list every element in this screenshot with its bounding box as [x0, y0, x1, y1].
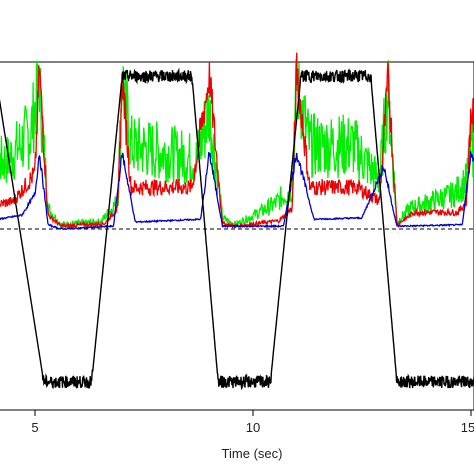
x-axis: 5 10 15: [31, 410, 474, 435]
position-trace-layer: [0, 67, 474, 391]
series-line-1: [0, 59, 474, 229]
series-line-2: [0, 52, 474, 230]
position-trace-line: [0, 67, 474, 391]
plot-frame: [0, 61, 474, 411]
x-tick-label-10: 10: [246, 420, 260, 435]
x-tick-label-15: 15: [461, 420, 474, 435]
x-axis-title: Time (sec): [222, 446, 283, 461]
series-layer: [0, 52, 474, 231]
series-line-3: [0, 151, 474, 231]
x-tick-label-5: 5: [31, 420, 38, 435]
